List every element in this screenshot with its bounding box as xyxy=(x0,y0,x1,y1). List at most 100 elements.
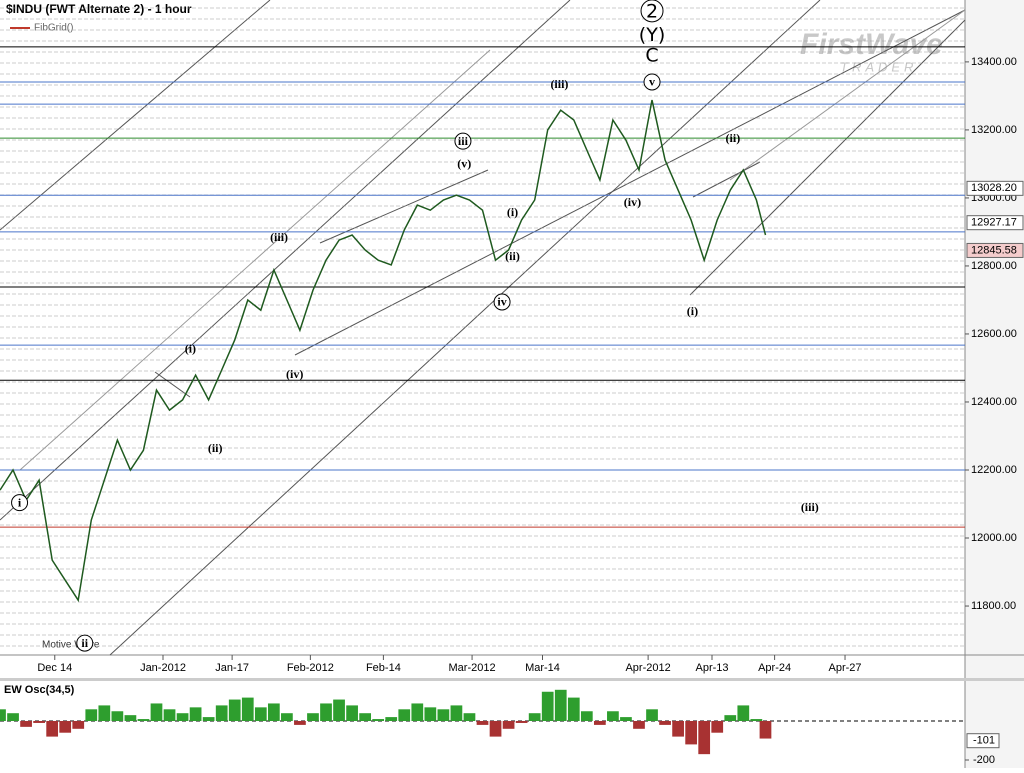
osc-bar xyxy=(398,709,411,722)
x-tick-label: Mar-14 xyxy=(525,662,560,674)
wave-label: (ii) xyxy=(726,131,741,145)
x-tick-label: Feb-14 xyxy=(366,662,401,674)
indicator-label: FibGrid() xyxy=(34,23,73,34)
osc-bar xyxy=(528,713,541,722)
osc-bar xyxy=(150,703,163,722)
osc-bar xyxy=(20,721,32,727)
wave-label: (i) xyxy=(507,205,518,219)
osc-bar xyxy=(711,721,724,733)
y-tick-label: 12800.00 xyxy=(971,260,1017,272)
osc-bar xyxy=(111,711,124,722)
wave-label: (i) xyxy=(185,342,196,356)
wave-circle xyxy=(11,494,29,512)
osc-bar xyxy=(59,721,72,733)
price-marker-label: 12927.17 xyxy=(971,217,1017,229)
osc-bar xyxy=(0,709,6,722)
chart-title: $INDU (FWT Alternate 2) - 1 hour xyxy=(6,2,192,16)
osc-bar xyxy=(672,721,684,737)
x-tick-label: Mar-2012 xyxy=(449,662,496,674)
osc-marker-label: -101 xyxy=(973,735,995,747)
osc-bar xyxy=(580,711,593,722)
osc-bar xyxy=(659,721,671,725)
osc-bar xyxy=(620,717,632,722)
footer-label: Motive Wave xyxy=(42,640,100,651)
wave-label: (v) xyxy=(457,157,471,171)
osc-bar xyxy=(411,703,424,722)
osc-bar xyxy=(515,721,528,723)
osc-bar xyxy=(163,709,176,722)
osc-bar xyxy=(489,721,502,737)
wave-circle xyxy=(76,634,94,652)
x-tick-label: Apr-24 xyxy=(758,662,791,674)
panel-divider xyxy=(0,678,1024,681)
price-line xyxy=(0,99,767,603)
osc-bar xyxy=(72,721,85,729)
y-tick-label: 13400.00 xyxy=(971,56,1017,68)
osc-title: EW Osc(34,5) xyxy=(4,684,75,696)
osc-bar xyxy=(450,705,463,722)
osc-bar xyxy=(502,721,515,729)
y-tick-label: 13200.00 xyxy=(971,124,1017,136)
right-axis-bg xyxy=(965,0,1024,768)
osc-tick-label: -200 xyxy=(973,754,995,766)
y-tick-label: 12400.00 xyxy=(971,396,1017,408)
osc-bar xyxy=(476,721,489,725)
wave-label: (Y) xyxy=(639,24,665,46)
osc-bar xyxy=(124,715,137,722)
osc-bar xyxy=(541,691,554,722)
price-marker xyxy=(966,215,1024,231)
wave-label: (ii) xyxy=(505,249,520,263)
wave-label: v xyxy=(649,75,655,89)
x-tick-label: Jan-2012 xyxy=(140,662,186,674)
osc-bar xyxy=(607,711,619,722)
osc-bar xyxy=(33,721,45,723)
wave-label: iv xyxy=(497,295,506,309)
osc-bar xyxy=(320,703,332,722)
wave-circle xyxy=(640,0,664,23)
y-tick-label: 12200.00 xyxy=(971,464,1017,476)
osc-marker xyxy=(966,733,1000,749)
y-tick-label: 12600.00 xyxy=(971,328,1017,340)
osc-bar xyxy=(646,709,658,722)
price-marker xyxy=(966,242,1024,258)
wave-label: (ii) xyxy=(208,441,223,455)
osc-bar xyxy=(7,713,19,722)
x-tick-label: Feb-2012 xyxy=(287,662,334,674)
osc-bar xyxy=(750,719,763,722)
osc-bar xyxy=(424,707,437,722)
osc-bar xyxy=(241,697,254,722)
osc-bar xyxy=(228,699,241,722)
osc-bar xyxy=(724,715,737,722)
osc-bar xyxy=(372,719,385,722)
wave-label: ii xyxy=(81,636,88,650)
wave-label: iii xyxy=(458,134,469,148)
channel-lines xyxy=(0,0,966,656)
osc-bar xyxy=(254,707,267,722)
osc-bar xyxy=(346,705,358,722)
wave-label: (iv) xyxy=(624,195,641,209)
osc-bar xyxy=(215,705,228,722)
y-tick-label: 12000.00 xyxy=(971,532,1017,544)
osc-bar xyxy=(567,697,580,722)
price-marker-label: 13028.20 xyxy=(971,182,1017,194)
osc-bar xyxy=(385,717,398,722)
y-tick-label: 11800.00 xyxy=(971,600,1016,612)
wave-label: (iii) xyxy=(801,500,819,514)
osc-bar xyxy=(189,707,202,722)
osc-bar xyxy=(294,721,306,725)
osc-bar xyxy=(85,709,98,722)
osc-bar xyxy=(98,705,111,722)
price-marker-label: 12845.58 xyxy=(971,244,1017,256)
osc-bar xyxy=(759,721,772,739)
osc-bar xyxy=(307,713,319,722)
osc-bar xyxy=(737,705,750,722)
wave-circle xyxy=(493,293,511,311)
osc-bar xyxy=(176,713,189,722)
wave-label: i xyxy=(18,495,22,509)
price-marker xyxy=(966,180,1024,196)
osc-bar xyxy=(593,721,606,725)
osc-bar xyxy=(554,689,567,722)
